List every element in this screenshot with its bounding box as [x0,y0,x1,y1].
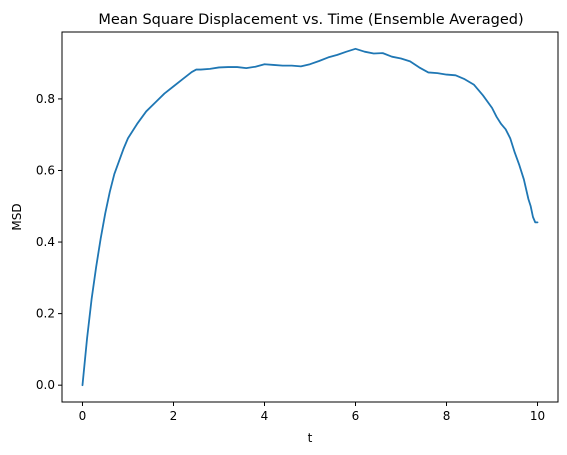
x-tick-label: 2 [170,409,178,423]
y-tick-label: 0.8 [36,92,55,106]
x-tick-label: 4 [261,409,269,423]
x-tick-label: 6 [352,409,360,423]
x-tick-label: 10 [530,409,545,423]
axes-frame [61,31,559,403]
x-tick-label: 0 [79,409,87,423]
y-axis-label: MSD [10,203,24,230]
x-axis-label: t [308,431,313,445]
msd-series-line [81,47,539,387]
y-tick-label: 0.6 [36,163,55,177]
y-tick-label: 0.0 [36,378,55,392]
chart-title: Mean Square Displacement vs. Time (Ensem… [98,12,523,28]
plot-area [81,47,539,387]
y-axis: 0.0 0.2 0.4 0.6 0.8 [36,92,62,392]
x-tick-label: 8 [443,409,451,423]
y-tick-label: 0.4 [36,235,55,249]
x-axis: 0 2 4 6 8 10 [79,402,545,423]
y-tick-label: 0.2 [36,307,55,321]
